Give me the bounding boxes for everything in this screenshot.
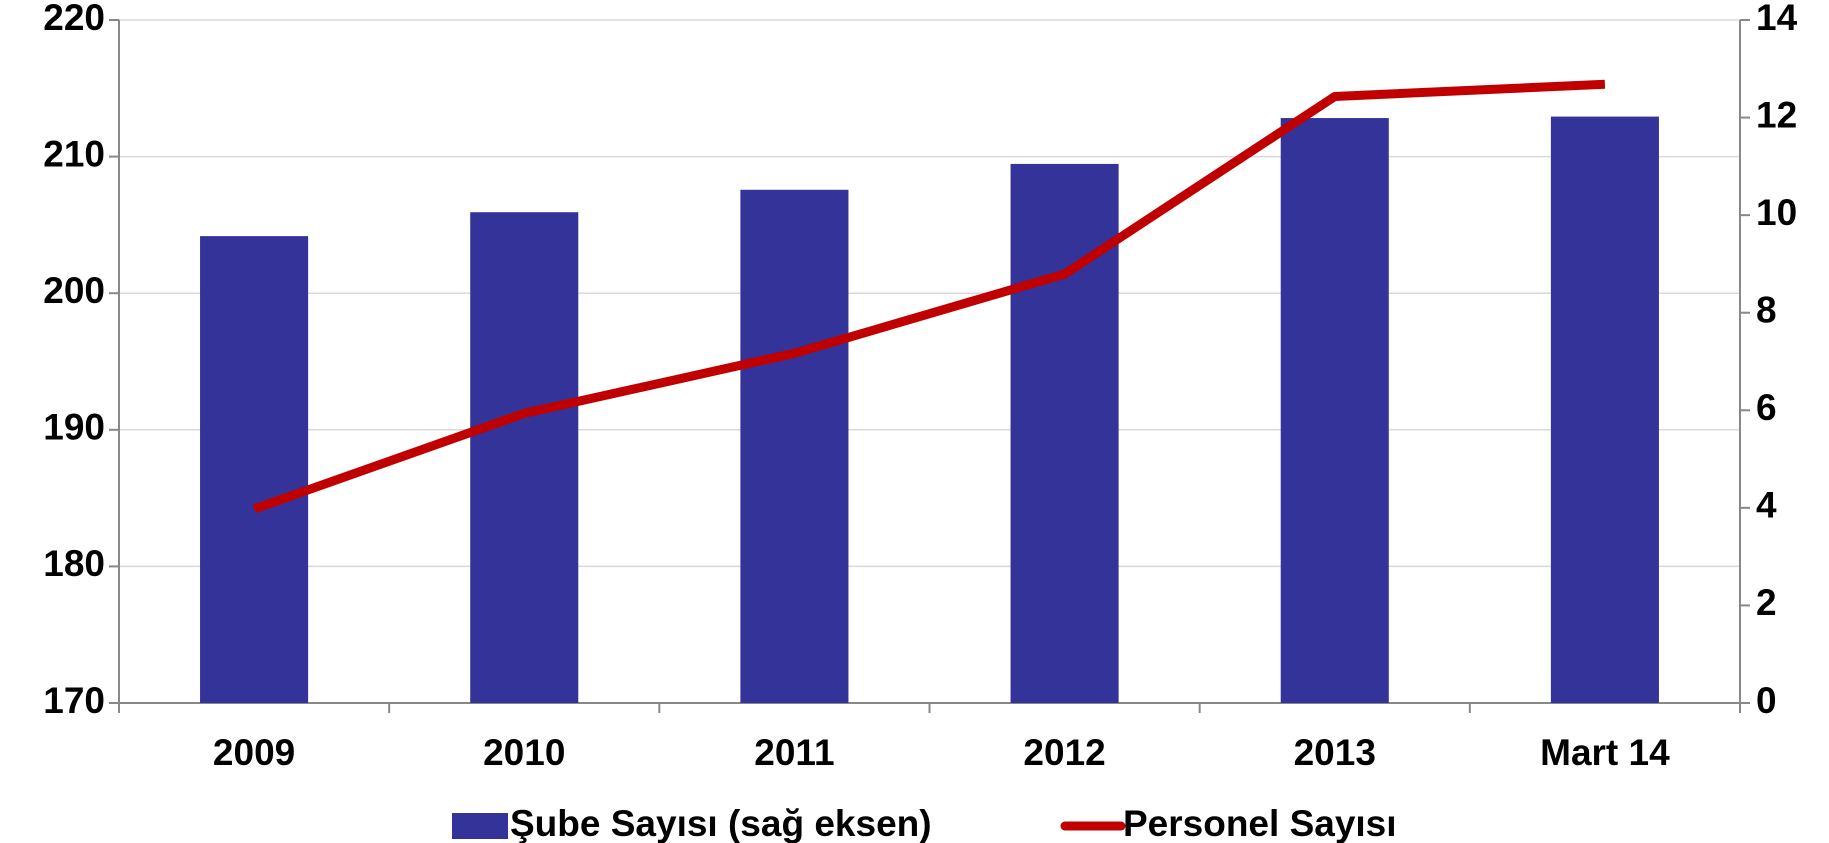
y2-tick-label: 8 <box>1756 289 1777 330</box>
x-tick-label: 2010 <box>483 732 565 773</box>
y-tick-label: 220 <box>43 0 105 38</box>
y-tick-label: 200 <box>43 270 105 311</box>
y2-tick-label: 0 <box>1756 680 1777 721</box>
y-tick-label: 190 <box>43 407 105 448</box>
y2-tick-label: 4 <box>1756 485 1777 526</box>
bar <box>1550 116 1659 704</box>
y2-tick-label: 12 <box>1756 94 1797 135</box>
legend-label: Personel Sayısı <box>1123 803 1397 843</box>
line <box>252 79 1606 514</box>
bar <box>740 189 849 703</box>
x-tick-label: 2011 <box>754 732 834 773</box>
y-tick-label: 210 <box>43 133 105 174</box>
bar <box>200 236 309 703</box>
y-tick-label: 170 <box>43 680 105 721</box>
x-tick-label: 2009 <box>213 732 295 773</box>
x-tick-label: Mart 14 <box>1540 732 1670 773</box>
legend-swatch <box>452 813 508 839</box>
x-tick-label: 2012 <box>1023 732 1105 773</box>
y2-tick-label: 2 <box>1756 582 1777 623</box>
bar <box>1280 118 1389 704</box>
y2-tick-label: 10 <box>1756 192 1797 233</box>
x-tick-label: 2013 <box>1294 732 1376 773</box>
y2-tick-label: 6 <box>1756 387 1777 428</box>
legend-label: Şube Sayısı (sağ eksen) <box>510 803 932 843</box>
bar <box>470 212 579 704</box>
y-tick-label: 180 <box>43 543 105 584</box>
y2-tick-label: 14 <box>1756 0 1798 38</box>
